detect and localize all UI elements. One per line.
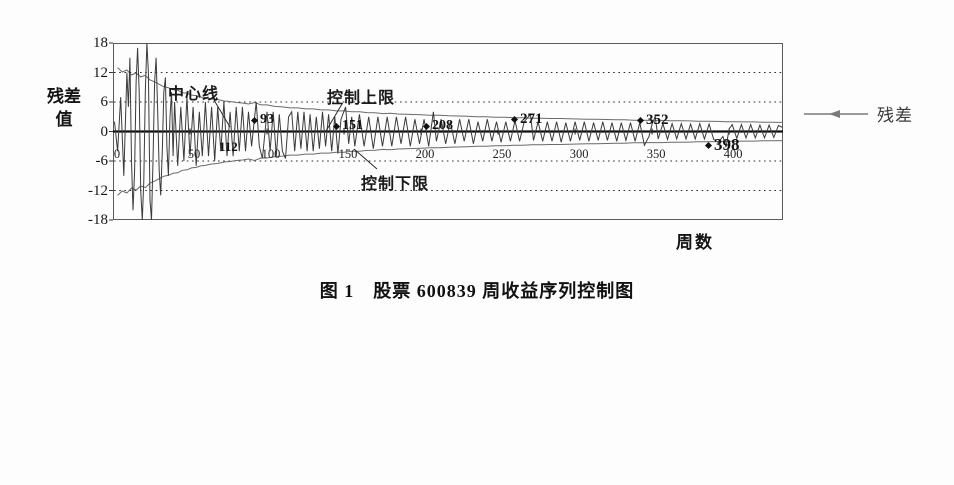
y-tick-label: 18 — [93, 35, 108, 51]
point-label-398: 398 — [704, 135, 740, 155]
point-label-93: 93 — [250, 112, 274, 128]
y-tick-label: -18 — [88, 212, 108, 228]
x-tick-label: 50 — [187, 147, 201, 161]
data-point-marker-icon — [250, 116, 259, 124]
x-tick-label: 250 — [492, 147, 512, 161]
figure-caption: 图 1 股票 600839 周收益序列控制图 — [319, 281, 635, 301]
data-point-marker-icon — [332, 122, 341, 130]
y-axis-title: 残差 值 — [36, 85, 92, 131]
y-tick-label: -6 — [95, 153, 109, 169]
y-axis-title-line1: 残差 — [47, 87, 81, 106]
point-label-text: 271 — [520, 111, 543, 127]
x-axis-title: 周数 — [676, 233, 714, 252]
point-label-text: 93 — [260, 112, 274, 127]
data-point-marker-icon — [636, 116, 645, 125]
y-tick-label: 6 — [100, 94, 109, 110]
x-tick-label: 200 — [415, 147, 435, 161]
point-label-text: 208 — [432, 118, 453, 133]
point-label-112: 112 — [219, 139, 238, 155]
x-tick-label: 100 — [261, 147, 281, 161]
legend: 残差 — [802, 101, 913, 126]
point-label-151: 151 — [332, 118, 363, 134]
annotation-center-line-label: 中心线 — [168, 86, 220, 103]
point-label-text: 352 — [646, 112, 669, 128]
point-label-text: 398 — [714, 135, 740, 154]
y-tick-label: 12 — [93, 64, 108, 81]
x-tick-label: 350 — [646, 147, 666, 161]
y-axis-title-line2: 值 — [55, 110, 73, 129]
y-tick-label: 0 — [100, 123, 109, 140]
legend-label: 残差 — [877, 106, 913, 125]
point-label-208: 208 — [422, 118, 453, 134]
point-label-271: 271 — [510, 111, 543, 128]
y-tick-label: -12 — [88, 182, 108, 199]
chart-plot-area — [113, 43, 783, 220]
data-point-marker-icon — [422, 122, 431, 130]
annotation-upper-limit-label: 控制上限 — [327, 90, 396, 107]
annotation-lower-limit-label: 控制下限 — [361, 176, 430, 193]
legend-line-marker-icon — [804, 109, 868, 118]
point-label-text: 112 — [219, 139, 238, 154]
x-tick-label: 300 — [569, 147, 589, 161]
x-tick-label: 0 — [113, 147, 121, 161]
x-tick-label: 150 — [338, 147, 358, 161]
point-label-352: 352 — [636, 112, 669, 129]
data-point-marker-icon — [510, 115, 519, 124]
x-tick-label: 400 — [723, 147, 743, 161]
data-point-marker-icon — [704, 141, 713, 149]
point-label-text: 151 — [342, 118, 363, 133]
